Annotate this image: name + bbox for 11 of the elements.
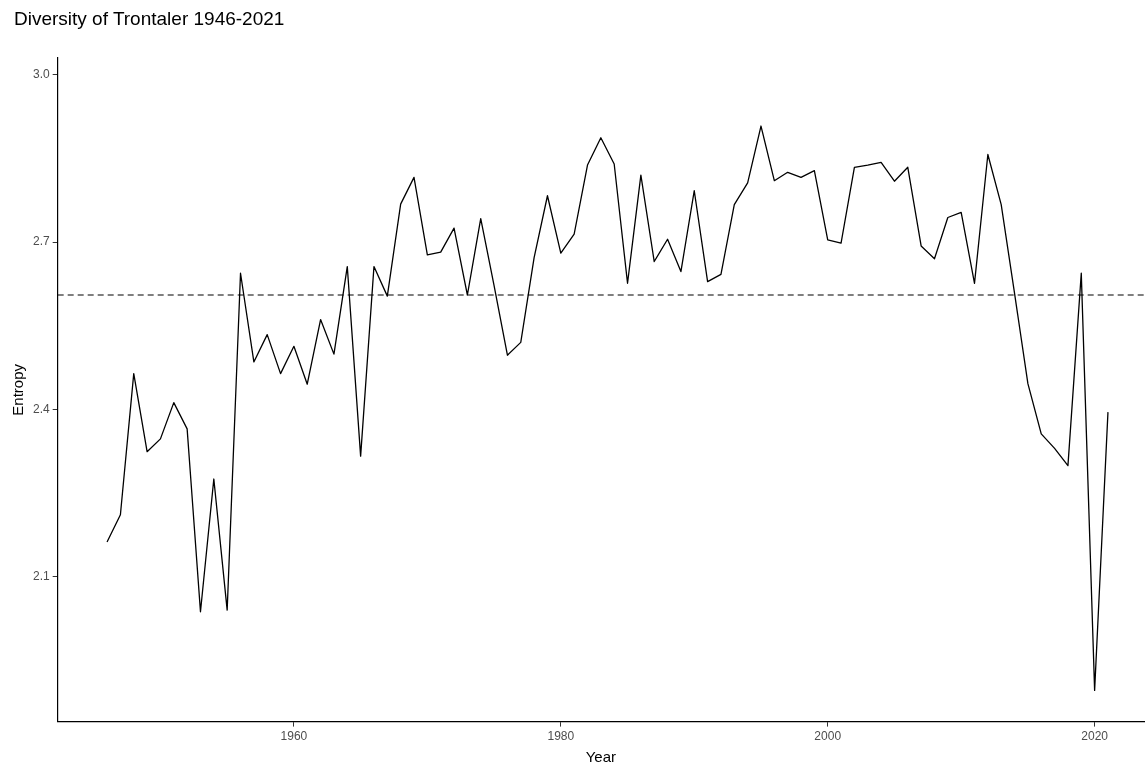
y-tick-label: 2.1 (32, 568, 50, 583)
chart-title: Diversity of Trontaler 1946-2021 (14, 8, 285, 30)
y-tick-label: 3.0 (32, 67, 50, 82)
y-axis-title: Entropy (9, 363, 27, 416)
x-tick-label: 1960 (280, 729, 308, 744)
x-axis-title: Year (585, 748, 616, 766)
y-tick-label: 2.7 (32, 234, 50, 249)
y-tick-label: 2.4 (32, 401, 50, 416)
x-tick-label: 2020 (1081, 729, 1109, 744)
x-tick-label: 2000 (814, 729, 842, 744)
x-tick-label: 1980 (547, 729, 575, 744)
